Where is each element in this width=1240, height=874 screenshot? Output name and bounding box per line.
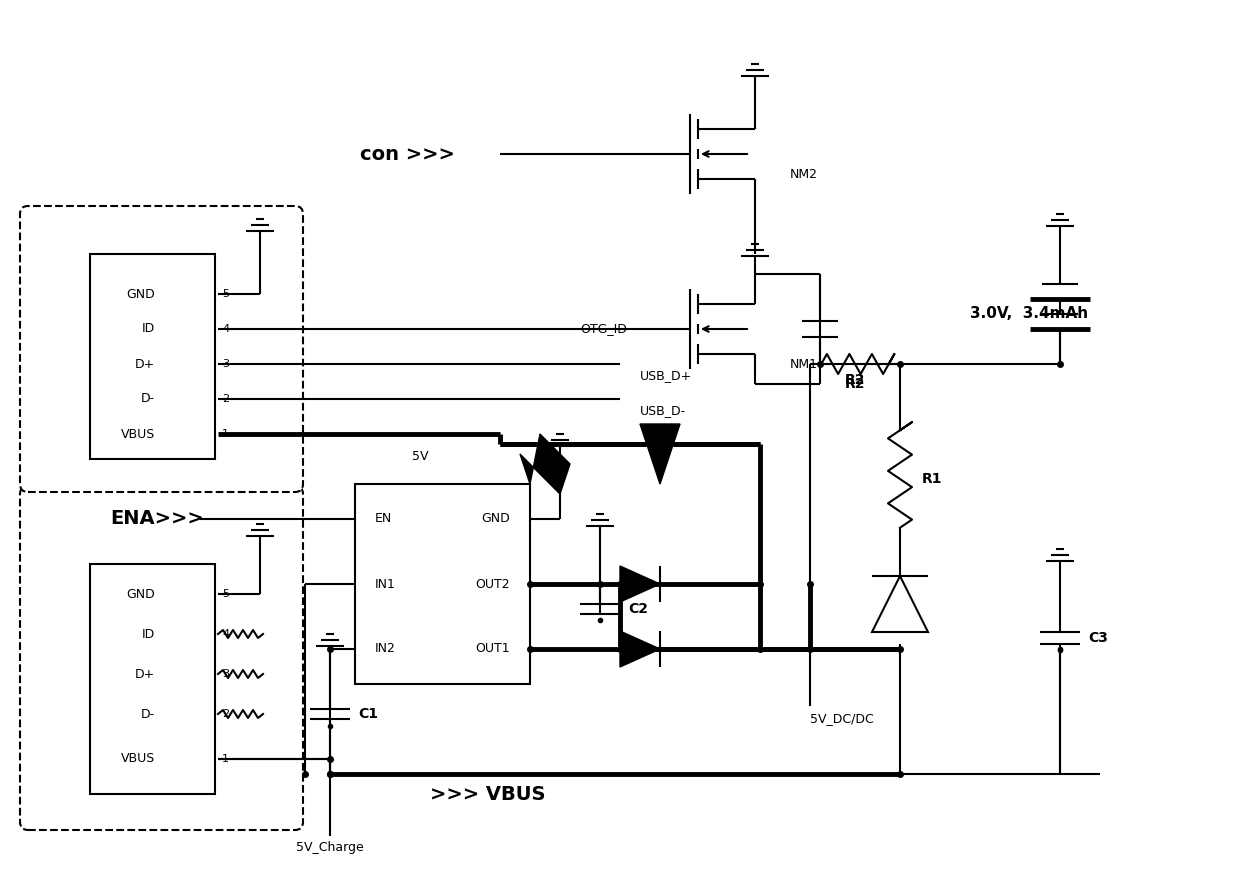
Text: IN1: IN1 [374,578,396,591]
Text: >>> VBUS: >>> VBUS [430,785,546,803]
Bar [91,254,215,459]
Text: GND: GND [481,512,510,525]
Polygon shape [620,631,660,667]
Text: GND: GND [126,288,155,301]
Text: C1: C1 [358,707,378,721]
Text: C2: C2 [627,602,649,616]
Text: VBUS: VBUS [120,427,155,440]
Text: USB_D+: USB_D+ [640,370,692,383]
Text: IN2: IN2 [374,642,396,656]
Text: ID: ID [141,323,155,336]
Text: 3: 3 [222,359,229,369]
Text: USB_D-: USB_D- [640,405,686,418]
Text: 2: 2 [222,394,229,404]
Polygon shape [640,424,680,484]
Text: 5V_DC/DC: 5V_DC/DC [810,712,874,725]
Bar [355,484,529,684]
Text: R1: R1 [923,472,942,486]
Text: 4: 4 [222,629,229,639]
Text: R2: R2 [844,373,866,387]
Text: 2: 2 [222,709,229,719]
Text: NM2: NM2 [790,168,818,181]
Text: 5: 5 [222,289,229,299]
Text: D-: D- [141,707,155,720]
Text: 4: 4 [222,324,229,334]
Text: 3.0V,  3.4mAh: 3.0V, 3.4mAh [970,307,1089,322]
Text: D+: D+ [135,668,155,681]
Text: OTG_ID: OTG_ID [580,323,627,336]
Text: 5V: 5V [412,449,428,462]
Text: D+: D+ [135,357,155,371]
Text: D-: D- [141,392,155,406]
Text: OUT1: OUT1 [475,642,510,656]
Text: 5: 5 [222,589,229,599]
Text: C3: C3 [1087,631,1107,645]
FancyBboxPatch shape [20,206,303,492]
Text: OUT2: OUT2 [475,578,510,591]
Text: con >>>: con >>> [360,144,455,163]
Text: VBUS: VBUS [120,753,155,766]
Text: GND: GND [126,587,155,600]
Polygon shape [520,434,570,494]
Text: NM1: NM1 [790,357,818,371]
Text: 5V_Charge: 5V_Charge [296,842,363,855]
Polygon shape [620,566,660,602]
Text: 3: 3 [222,669,229,679]
Text: 1: 1 [222,754,229,764]
FancyBboxPatch shape [20,486,303,830]
Text: 1: 1 [222,429,229,439]
Text: ENA>>>: ENA>>> [110,510,203,529]
Text: EN: EN [374,512,392,525]
Bar [91,564,215,794]
Text: ID: ID [141,628,155,641]
Text: R2: R2 [844,377,866,391]
